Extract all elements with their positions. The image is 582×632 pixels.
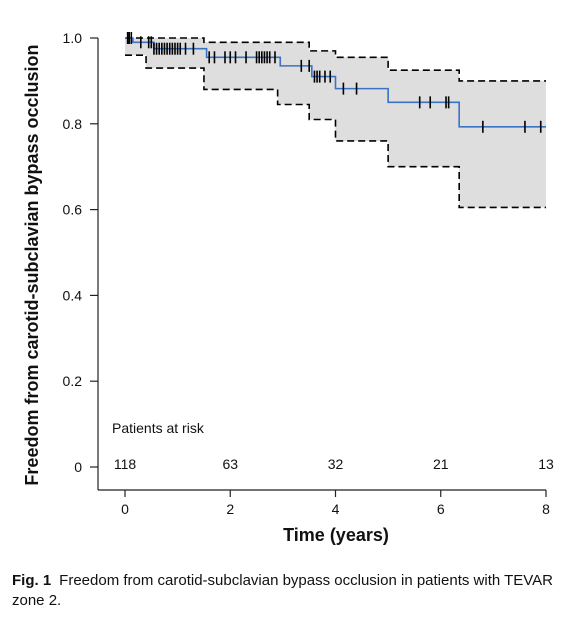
upper-confidence-limit-line <box>125 37 546 82</box>
patients-at-risk: Patients at risk 118 63 32 21 13 <box>112 420 554 472</box>
patients-at-risk-values: 118 63 32 21 13 <box>114 456 554 472</box>
patients-at-risk-value: 63 <box>222 456 238 472</box>
x-tick-label: 2 <box>226 501 234 517</box>
caption-text: Freedom from carotid-subclavian bypass o… <box>12 572 553 609</box>
km-chart: 0 0.2 0.4 0.6 0.8 1.0 0 2 4 6 8 Freedom from caro… <box>22 30 554 545</box>
y-tick-label: 0 <box>74 459 82 475</box>
y-ticks: 0 0.2 0.4 0.6 0.8 1.0 <box>63 30 98 475</box>
curve-layer <box>125 37 546 209</box>
x-tick-label: 8 <box>542 501 550 517</box>
survival-estimate-line <box>125 37 546 128</box>
y-tick-label: 1.0 <box>63 30 83 46</box>
x-tick-label: 6 <box>437 501 445 517</box>
x-axis-title: Time (years) <box>283 525 389 545</box>
figure-caption: Fig. 1 Freedom from carotid-subclavian by… <box>12 571 574 611</box>
patients-at-risk-value: 13 <box>538 456 554 472</box>
lower-confidence-limit-line <box>125 54 546 209</box>
x-ticks: 0 2 4 6 8 <box>121 490 550 517</box>
patients-at-risk-value: 118 <box>114 456 137 472</box>
y-tick-label: 0.4 <box>63 287 83 303</box>
x-tick-label: 0 <box>121 501 129 517</box>
y-tick-label: 0.8 <box>63 116 83 132</box>
patients-at-risk-value: 32 <box>328 456 344 472</box>
y-tick-label: 0.2 <box>63 373 83 389</box>
caption-label: Fig. 1 <box>12 572 52 589</box>
axes: 0 0.2 0.4 0.6 0.8 1.0 0 2 4 6 8 <box>63 30 551 517</box>
patients-at-risk-value: 21 <box>433 456 449 472</box>
y-tick-label: 0.6 <box>63 202 83 218</box>
x-tick-label: 4 <box>332 501 340 517</box>
censor-mark-layer <box>126 32 542 133</box>
y-axis-title: Freedom from carotid-subclavian bypass o… <box>22 44 42 485</box>
patients-at-risk-title: Patients at risk <box>112 420 205 436</box>
